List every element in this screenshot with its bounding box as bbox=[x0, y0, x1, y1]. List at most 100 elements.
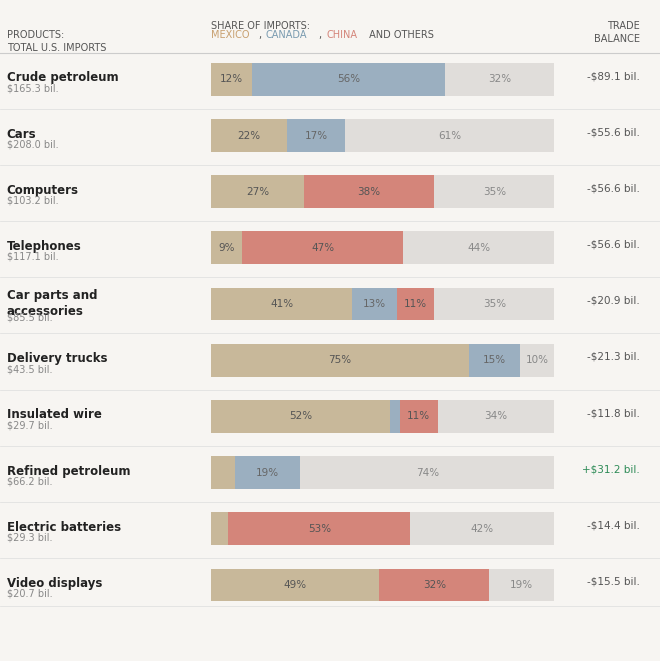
FancyBboxPatch shape bbox=[345, 119, 554, 152]
Text: 19%: 19% bbox=[510, 580, 533, 590]
Text: $29.7 bil.: $29.7 bil. bbox=[7, 420, 52, 430]
Text: Electric batteries: Electric batteries bbox=[7, 521, 121, 534]
Text: Video displays: Video displays bbox=[7, 577, 102, 590]
FancyBboxPatch shape bbox=[211, 512, 228, 545]
Text: $208.0 bil.: $208.0 bil. bbox=[7, 139, 58, 149]
Text: 61%: 61% bbox=[438, 130, 461, 141]
Text: PRODUCTS:
TOTAL U.S. IMPORTS: PRODUCTS: TOTAL U.S. IMPORTS bbox=[7, 30, 106, 53]
FancyBboxPatch shape bbox=[411, 512, 554, 545]
Text: 53%: 53% bbox=[308, 524, 331, 534]
FancyBboxPatch shape bbox=[286, 119, 345, 152]
FancyBboxPatch shape bbox=[397, 288, 434, 321]
Text: ,: , bbox=[319, 30, 325, 40]
Text: $29.3 bil.: $29.3 bil. bbox=[7, 533, 52, 543]
FancyBboxPatch shape bbox=[379, 568, 489, 602]
Text: -$89.1 bil.: -$89.1 bil. bbox=[587, 71, 640, 81]
Text: $43.5 bil.: $43.5 bil. bbox=[7, 364, 52, 374]
FancyBboxPatch shape bbox=[211, 119, 286, 152]
Text: 47%: 47% bbox=[311, 243, 335, 253]
FancyBboxPatch shape bbox=[228, 512, 411, 545]
Text: 12%: 12% bbox=[220, 74, 244, 85]
Text: 49%: 49% bbox=[284, 580, 307, 590]
Text: Refined petroleum: Refined petroleum bbox=[7, 465, 130, 478]
Text: Computers: Computers bbox=[7, 184, 79, 197]
Text: 34%: 34% bbox=[484, 411, 508, 422]
FancyBboxPatch shape bbox=[438, 400, 554, 433]
Text: 56%: 56% bbox=[337, 74, 360, 85]
Text: 41%: 41% bbox=[270, 299, 293, 309]
FancyBboxPatch shape bbox=[304, 175, 434, 208]
FancyBboxPatch shape bbox=[352, 288, 397, 321]
Text: TRADE
BALANCE: TRADE BALANCE bbox=[594, 21, 640, 44]
FancyBboxPatch shape bbox=[445, 63, 554, 96]
FancyBboxPatch shape bbox=[211, 344, 469, 377]
Text: $85.5 bil.: $85.5 bil. bbox=[7, 313, 52, 323]
Text: -$56.6 bil.: -$56.6 bil. bbox=[587, 239, 640, 250]
Text: ,: , bbox=[259, 30, 265, 40]
Text: 42%: 42% bbox=[471, 524, 494, 534]
Text: SHARE OF IMPORTS:: SHARE OF IMPORTS: bbox=[211, 21, 310, 43]
Text: 38%: 38% bbox=[358, 186, 381, 197]
Text: 35%: 35% bbox=[482, 186, 506, 197]
Text: +$31.2 bil.: +$31.2 bil. bbox=[582, 464, 640, 475]
Text: Crude petroleum: Crude petroleum bbox=[7, 71, 118, 85]
Text: 17%: 17% bbox=[304, 130, 327, 141]
Text: AND OTHERS: AND OTHERS bbox=[366, 30, 434, 40]
Text: Telephones: Telephones bbox=[7, 240, 81, 253]
Text: 19%: 19% bbox=[256, 467, 279, 478]
FancyBboxPatch shape bbox=[403, 231, 554, 264]
Text: Car parts and
accessories: Car parts and accessories bbox=[7, 289, 97, 318]
Text: $66.2 bil.: $66.2 bil. bbox=[7, 477, 52, 486]
Text: MEXICO: MEXICO bbox=[211, 30, 249, 40]
Text: -$55.6 bil.: -$55.6 bil. bbox=[587, 127, 640, 137]
FancyBboxPatch shape bbox=[211, 568, 380, 602]
FancyBboxPatch shape bbox=[252, 63, 445, 96]
Text: Cars: Cars bbox=[7, 128, 36, 141]
Text: 9%: 9% bbox=[218, 243, 235, 253]
FancyBboxPatch shape bbox=[434, 175, 554, 208]
FancyBboxPatch shape bbox=[434, 288, 554, 321]
Text: 13%: 13% bbox=[362, 299, 386, 309]
Text: -$15.5 bil.: -$15.5 bil. bbox=[587, 576, 640, 587]
Text: 11%: 11% bbox=[407, 411, 430, 422]
FancyBboxPatch shape bbox=[211, 456, 235, 489]
Text: 27%: 27% bbox=[246, 186, 269, 197]
FancyBboxPatch shape bbox=[389, 400, 400, 433]
FancyBboxPatch shape bbox=[489, 568, 554, 602]
FancyBboxPatch shape bbox=[469, 344, 520, 377]
Text: -$11.8 bil.: -$11.8 bil. bbox=[587, 408, 640, 418]
FancyBboxPatch shape bbox=[235, 456, 300, 489]
FancyBboxPatch shape bbox=[520, 344, 554, 377]
Text: Insulated wire: Insulated wire bbox=[7, 408, 102, 422]
FancyBboxPatch shape bbox=[242, 231, 403, 264]
Text: 32%: 32% bbox=[488, 74, 511, 85]
Text: CANADA: CANADA bbox=[266, 30, 308, 40]
FancyBboxPatch shape bbox=[211, 400, 389, 433]
FancyBboxPatch shape bbox=[211, 288, 352, 321]
FancyBboxPatch shape bbox=[400, 400, 438, 433]
Text: 15%: 15% bbox=[482, 355, 506, 366]
Text: $165.3 bil.: $165.3 bil. bbox=[7, 83, 58, 93]
FancyBboxPatch shape bbox=[300, 456, 554, 489]
Text: Delivery trucks: Delivery trucks bbox=[7, 352, 107, 366]
Text: 52%: 52% bbox=[289, 411, 312, 422]
Text: -$21.3 bil.: -$21.3 bil. bbox=[587, 352, 640, 362]
Text: 11%: 11% bbox=[404, 299, 427, 309]
Text: $103.2 bil.: $103.2 bil. bbox=[7, 196, 58, 206]
Text: -$14.4 bil.: -$14.4 bil. bbox=[587, 520, 640, 531]
Text: 74%: 74% bbox=[416, 467, 439, 478]
Text: 44%: 44% bbox=[467, 243, 490, 253]
Text: CHINA: CHINA bbox=[326, 30, 357, 40]
Text: $20.7 bil.: $20.7 bil. bbox=[7, 589, 52, 599]
Text: $117.1 bil.: $117.1 bil. bbox=[7, 252, 58, 262]
Text: -$20.9 bil.: -$20.9 bil. bbox=[587, 295, 640, 306]
Text: 22%: 22% bbox=[238, 130, 261, 141]
FancyBboxPatch shape bbox=[211, 231, 242, 264]
Text: -$56.6 bil.: -$56.6 bil. bbox=[587, 183, 640, 194]
Text: 32%: 32% bbox=[422, 580, 446, 590]
Text: 35%: 35% bbox=[482, 299, 506, 309]
Text: 75%: 75% bbox=[328, 355, 352, 366]
Text: 10%: 10% bbox=[526, 355, 548, 366]
FancyBboxPatch shape bbox=[211, 175, 304, 208]
FancyBboxPatch shape bbox=[211, 63, 252, 96]
